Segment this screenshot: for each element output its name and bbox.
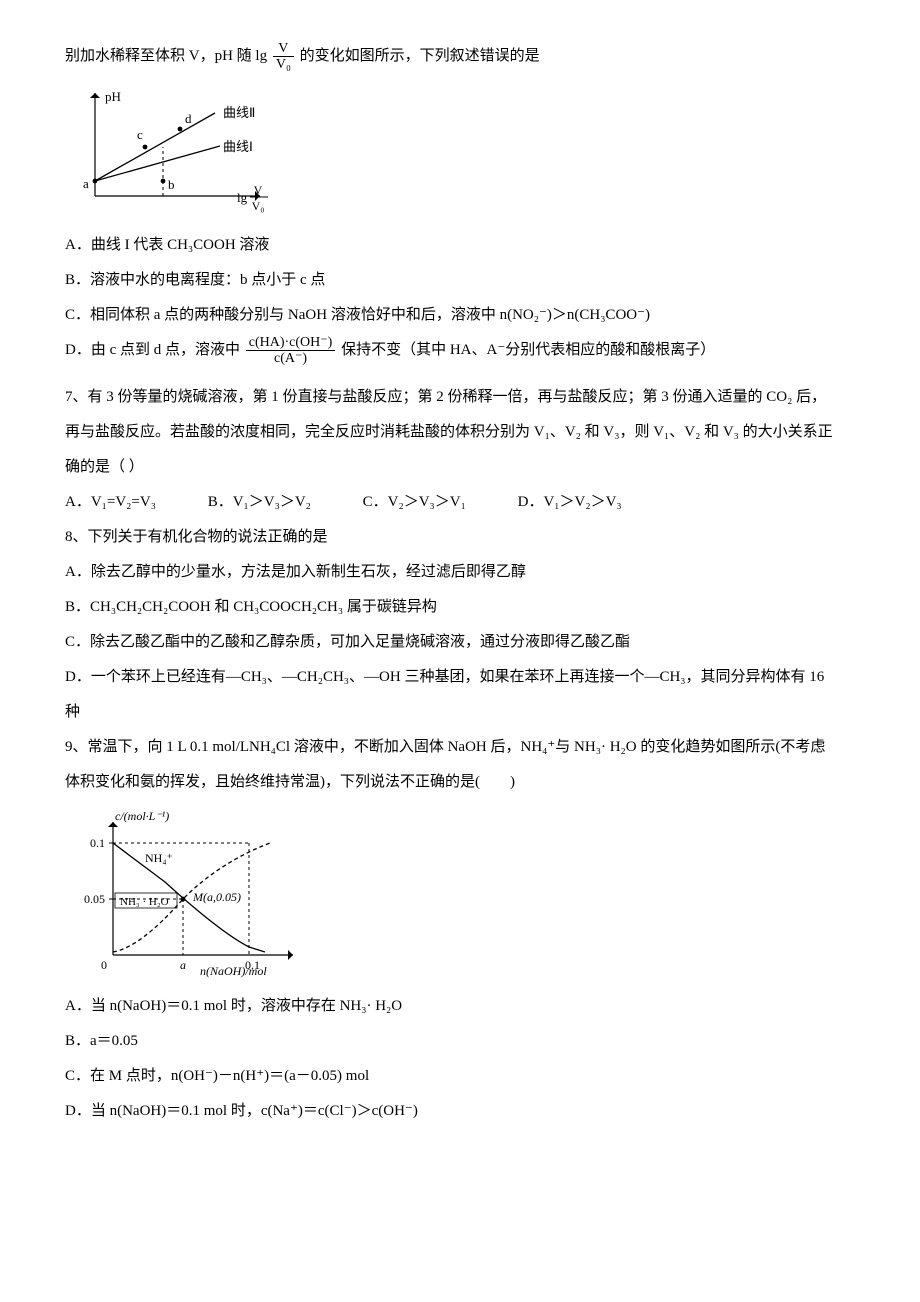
q8-opt-d-l2: 种 [65, 696, 855, 729]
intro-prefix: 别加水稀释至体积 V，pH 随 [65, 48, 255, 64]
q6-opt-d: D．由 c 点到 d 点，溶液中 c(HA)·c(OH⁻) c(A⁻) 保持不变… [65, 334, 855, 367]
svg-text:a: a [83, 176, 89, 191]
q9-opt-c: C．在 M 点时，n(OH⁻)－n(H⁺)＝(a－0.05) mol [65, 1060, 855, 1093]
q7-opt-d: D．V₁＞V₂＞V₃ [518, 486, 622, 519]
dilution-ph-chart: pH lg V V₀ a b c d 曲线Ⅰ 曲线Ⅱ [65, 81, 300, 221]
q9-opt-d: D．当 n(NaOH)＝0.1 mol 时，c(Na⁺)＝c(Cl⁻)＞c(OH… [65, 1095, 855, 1128]
q9-line2: 体积变化和氨的挥发，且始终维持常温)，下列说法不正确的是( ) [65, 766, 855, 799]
q7-line2: 再与盐酸反应。若盐酸的浓度相同，完全反应时消耗盐酸的体积分别为 V₁、V₂ 和 … [65, 416, 855, 449]
q9-line1: 9、常温下，向 1 L 0.1 mol/LNH₄Cl 溶液中，不断加入固体 Na… [65, 731, 855, 764]
q7-line1: 7、有 3 份等量的烧碱溶液，第 1 份直接与盐酸反应；第 2 份稀释一倍，再与… [65, 381, 855, 414]
lg-text: lg [255, 48, 267, 64]
q9-opt-a: A．当 n(NaOH)＝0.1 mol 时，溶液中存在 NH₃· H₂O [65, 990, 855, 1023]
q8-opt-a: A．除去乙醇中的少量水，方法是加入新制生石灰，经过滤后即得乙醇 [65, 556, 855, 589]
svg-text:c/(mol·L⁻¹): c/(mol·L⁻¹) [115, 809, 169, 823]
q8-stem: 8、下列关于有机化合物的说法正确的是 [65, 521, 855, 554]
svg-text:曲线Ⅱ: 曲线Ⅱ [223, 105, 255, 120]
svg-text:b: b [168, 177, 175, 192]
svg-text:NH₃ · H₂O: NH₃ · H₂O [120, 896, 169, 908]
q6-opt-b: B．溶液中水的电离程度：b 点小于 c 点 [65, 264, 855, 297]
svg-text:a: a [180, 958, 186, 972]
q8-opt-c: C．除去乙酸乙酯中的乙酸和乙醇杂质，可加入足量烧碱溶液，通过分液即得乙酸乙酯 [65, 626, 855, 659]
frac-v-v0: V V₀ [273, 41, 294, 73]
q8-opt-b: B．CH₃CH₂CH₂COOH 和 CH₃COOCH₂CH₃ 属于碳链异构 [65, 591, 855, 624]
svg-text:V: V [254, 183, 263, 197]
optd-suffix: 保持不变（其中 HA、A⁻分别代表相应的酸和酸根离子） [341, 342, 715, 358]
q7-opt-a: A．V₁=V₂=V₃ [65, 486, 156, 519]
q6-opt-a: A．曲线 I 代表 CH₃COOH 溶液 [65, 229, 855, 262]
q7-opt-c: C．V₂＞V₃＞V₁ [363, 486, 466, 519]
q9-opt-b: B．a＝0.05 [65, 1025, 855, 1058]
svg-text:pH: pH [105, 89, 121, 104]
svg-text:0: 0 [101, 958, 107, 972]
svg-text:M(a,0.05): M(a,0.05) [192, 890, 241, 904]
svg-text:0.1: 0.1 [245, 958, 260, 972]
intro-suffix: 的变化如图所示，下列叙述错误的是 [300, 48, 540, 64]
optd-prefix: D．由 c 点到 d 点，溶液中 [65, 342, 244, 358]
nh4-nh3-chart: c/(mol·L⁻¹)n(NaOH)/mol0.10.050a0.1M(a,0.… [65, 807, 325, 982]
intro-line: 别加水稀释至体积 V，pH 随 lg V V₀ 的变化如图所示，下列叙述错误的是 [65, 40, 855, 73]
svg-text:d: d [185, 111, 192, 126]
svg-text:c: c [137, 127, 143, 142]
optd-frac: c(HA)·c(OH⁻) c(A⁻) [246, 335, 336, 367]
svg-text:0.05: 0.05 [84, 892, 105, 906]
q7-line3: 确的是（ ） [65, 451, 855, 484]
q7-options: A．V₁=V₂=V₃ B．V₁＞V₃＞V₂ C．V₂＞V₃＞V₁ D．V₁＞V₂… [65, 486, 855, 519]
svg-text:NH₄⁺: NH₄⁺ [145, 851, 173, 865]
svg-text:0.1: 0.1 [90, 836, 105, 850]
q7-opt-b: B．V₁＞V₃＞V₂ [208, 486, 311, 519]
svg-text:曲线Ⅰ: 曲线Ⅰ [223, 139, 253, 154]
svg-text:V₀: V₀ [252, 199, 265, 213]
q8-opt-d-l1: D．一个苯环上已经连有—CH₃、—CH₂CH₃、—OH 三种基团，如果在苯环上再… [65, 661, 855, 694]
svg-text:lg: lg [237, 190, 248, 205]
q6-opt-c: C．相同体积 a 点的两种酸分别与 NaOH 溶液恰好中和后，溶液中 n(NO₂… [65, 299, 855, 332]
